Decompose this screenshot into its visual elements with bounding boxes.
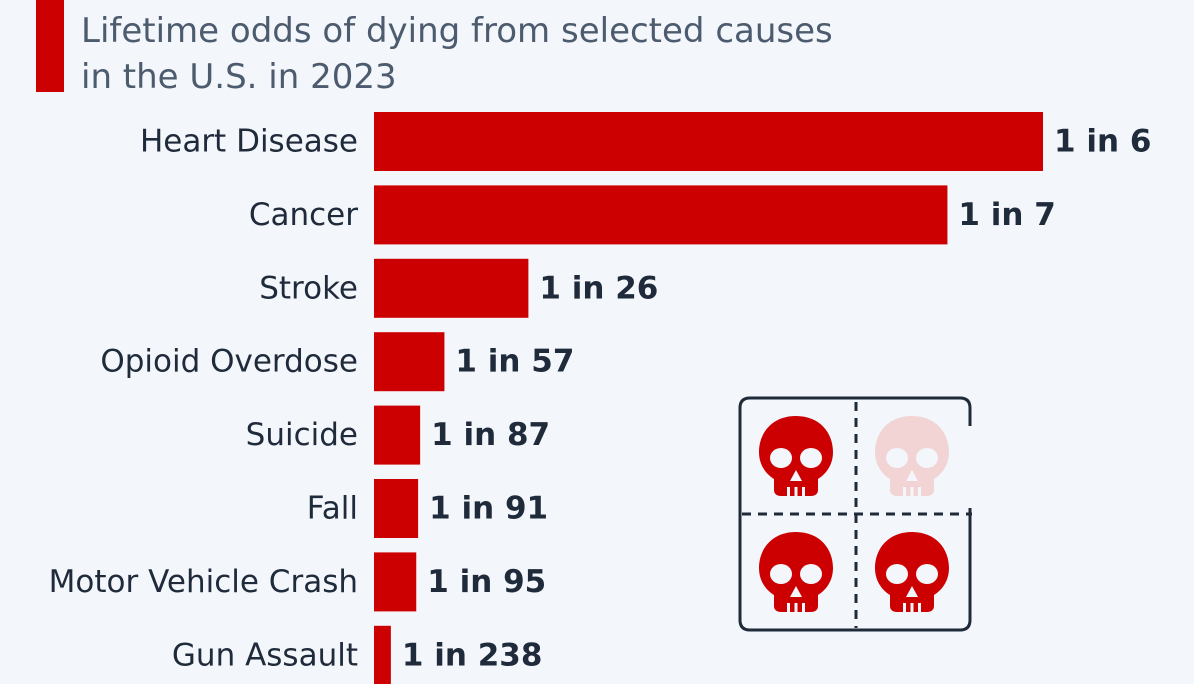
data-label: 1 in 6 xyxy=(1054,124,1151,160)
bar-cancer xyxy=(374,185,948,245)
skull-icon-top-right xyxy=(875,416,949,497)
category-label: Motor Vehicle Crash xyxy=(49,564,358,600)
bar-gun-assault xyxy=(374,625,391,684)
category-label: Suicide xyxy=(246,417,358,453)
chart-title-line-2: in the U.S. in 2023 xyxy=(81,57,397,97)
category-label: Stroke xyxy=(259,270,358,306)
bar-heart-disease xyxy=(374,112,1043,171)
bar-stroke xyxy=(374,258,529,318)
icon-frame xyxy=(738,396,972,632)
skull-grid-icon xyxy=(738,396,974,632)
chart-title-line-1: Lifetime odds of dying from selected cau… xyxy=(81,11,833,51)
category-label: Gun Assault xyxy=(172,637,358,673)
category-label: Cancer xyxy=(249,197,358,233)
data-label: 1 in 238 xyxy=(402,637,543,673)
category-label: Fall xyxy=(307,491,358,527)
data-label: 1 in 57 xyxy=(455,344,574,380)
chart-title: Lifetime odds of dying from selected cau… xyxy=(81,8,1081,100)
category-label: Opioid Overdose xyxy=(100,344,358,380)
category-label: Heart Disease xyxy=(140,124,358,160)
skull-icon-top-left xyxy=(759,416,833,497)
data-label: 1 in 95 xyxy=(427,564,546,600)
data-label: 1 in 26 xyxy=(539,270,658,306)
bar-opioid-overdose xyxy=(374,332,445,392)
skull-icon-bottom-right xyxy=(875,532,949,613)
title-accent-bar xyxy=(36,0,64,92)
data-label: 1 in 87 xyxy=(431,417,550,453)
data-label: 1 in 91 xyxy=(429,491,548,527)
bar-suicide xyxy=(374,405,421,465)
data-label: 1 in 7 xyxy=(958,197,1055,233)
skull-icon-bottom-left xyxy=(759,532,833,613)
bar-fall xyxy=(374,479,419,538)
bar-motor-vehicle-crash xyxy=(374,552,417,612)
